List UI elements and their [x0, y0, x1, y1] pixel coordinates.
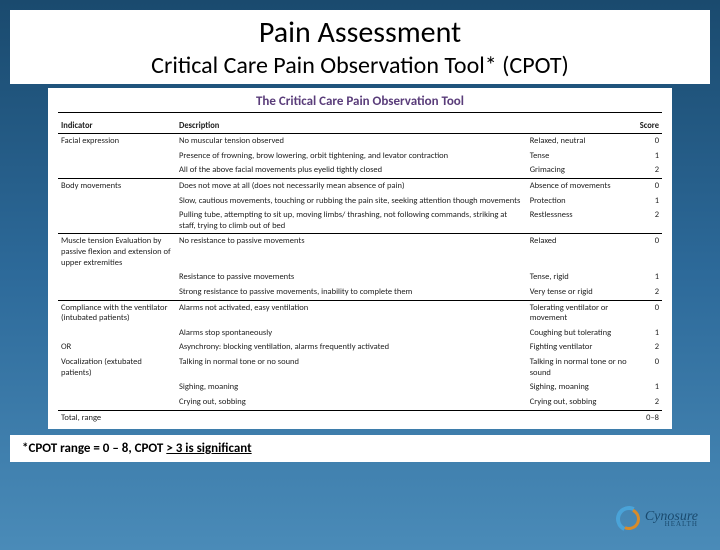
cell-score-label: Grimacing [527, 163, 637, 178]
table-row: ORAsynchrony: blocking ventilation, alar… [58, 340, 662, 355]
cell-score-label: Sighing, moaning [527, 380, 637, 395]
cell-indicator [58, 395, 176, 410]
cell-score-label: Protection [527, 194, 637, 209]
cell-score-label: Talking in normal tone or no sound [527, 355, 637, 380]
cell-indicator [58, 380, 176, 395]
cell-score-number: 1 [637, 326, 662, 341]
table-row: Vocalization (extubated patients)Talking… [58, 355, 662, 380]
cell-score-label [527, 410, 637, 425]
table-row: Facial expressionNo muscular tension obs… [58, 134, 662, 149]
cell-score-label: Absence of movements [527, 178, 637, 193]
cell-description: Strong resistance to passive movements, … [176, 285, 527, 300]
cell-description: Sighing, moaning [176, 380, 527, 395]
cell-score-number: 2 [637, 340, 662, 355]
cell-score-number: 1 [637, 270, 662, 285]
cell-score-label: Restlessness [527, 208, 637, 234]
page-title: Pain Assessment [10, 14, 710, 51]
cell-score-number: 1 [637, 149, 662, 164]
cell-indicator [58, 285, 176, 300]
table-row: Total, range 0–8 [58, 410, 662, 425]
cell-score-label: Relaxed [527, 234, 637, 270]
cell-description: Asynchrony: blocking ventilation, alarms… [176, 340, 527, 355]
cell-score-number: 2 [637, 208, 662, 234]
cell-indicator: Total, range [58, 410, 176, 425]
cell-indicator: Muscle tension Evaluation by passive fle… [58, 234, 176, 270]
table-row: Resistance to passive movementsTense, ri… [58, 270, 662, 285]
cell-score-number: 2 [637, 285, 662, 300]
page-subtitle: Critical Care Pain Observation Tool* (CP… [10, 51, 710, 80]
logo-text: Cynosure HEALTH [645, 511, 698, 528]
cell-indicator [58, 270, 176, 285]
cell-description: No muscular tension observed [176, 134, 527, 149]
cell-description: Slow, cautious movements, touching or ru… [176, 194, 527, 209]
cell-score-label: Crying out, sobbing [527, 395, 637, 410]
cell-score-label: Very tense or rigid [527, 285, 637, 300]
table-row: Muscle tension Evaluation by passive fle… [58, 234, 662, 270]
cell-indicator [58, 208, 176, 234]
cell-score-label: Fighting ventilator [527, 340, 637, 355]
cell-score-number: 1 [637, 380, 662, 395]
cell-description: Does not move at all (does not necessari… [176, 178, 527, 193]
cell-score-label: Tense, rigid [527, 270, 637, 285]
cell-description: Resistance to passive movements [176, 270, 527, 285]
table-row: All of the above facial movements plus e… [58, 163, 662, 178]
table-row: Alarms stop spontaneouslyCoughing but to… [58, 326, 662, 341]
table-header-row: Indicator Description Score [58, 119, 662, 134]
cell-description: Alarms not activated, easy ventilation [176, 300, 527, 326]
table-row: Body movementsDoes not move at all (does… [58, 178, 662, 193]
cell-score-label: Relaxed, neutral [527, 134, 637, 149]
cell-score-number: 0 [637, 300, 662, 326]
cell-indicator: OR [58, 340, 176, 355]
header-description: Description [176, 119, 527, 134]
cell-description [176, 410, 527, 425]
table-row: Pulling tube, attempting to sit up, movi… [58, 208, 662, 234]
table-row: Compliance with the ventilator (intubate… [58, 300, 662, 326]
cell-description: Crying out, sobbing [176, 395, 527, 410]
footer-underline: > 3 is significant [166, 441, 251, 456]
cell-score-number: 1 [637, 194, 662, 209]
cell-score-number: 2 [637, 163, 662, 178]
cell-score-number: 0 [637, 355, 662, 380]
table-row: Strong resistance to passive movements, … [58, 285, 662, 300]
table-row: Sighing, moaningSighing, moaning1 [58, 380, 662, 395]
cell-description: Talking in normal tone or no sound [176, 355, 527, 380]
cpot-table: Indicator Description Score Facial expre… [58, 119, 662, 425]
cell-description: Presence of frowning, brow lowering, orb… [176, 149, 527, 164]
cell-indicator: Vocalization (extubated patients) [58, 355, 176, 380]
cell-score-label: Coughing but tolerating [527, 326, 637, 341]
logo-icon [616, 506, 642, 532]
cell-indicator: Facial expression [58, 134, 176, 149]
cell-description: No resistance to passive movements [176, 234, 527, 270]
header-score: Score [637, 119, 662, 134]
cell-score-label: Tense [527, 149, 637, 164]
cell-description: All of the above facial movements plus e… [176, 163, 527, 178]
cell-score-number: 0 [637, 134, 662, 149]
title-block: Pain Assessment Critical Care Pain Obser… [10, 10, 710, 84]
cell-score-number: 2 [637, 395, 662, 410]
cell-indicator [58, 194, 176, 209]
cynosure-logo: Cynosure HEALTH [616, 506, 698, 532]
cell-score-number: 0–8 [637, 410, 662, 425]
table-title: The Critical Care Pain Observation Tool [58, 94, 662, 113]
footer-note: *CPOT range = 0 – 8, CPOT > 3 is signifi… [10, 435, 710, 462]
header-indicator: Indicator [58, 119, 176, 134]
cell-indicator: Body movements [58, 178, 176, 193]
cell-description: Alarms stop spontaneously [176, 326, 527, 341]
cell-indicator [58, 163, 176, 178]
table-row: Crying out, sobbingCrying out, sobbing2 [58, 395, 662, 410]
footer-prefix: *CPOT range = 0 – 8, CPOT [22, 441, 166, 456]
cell-indicator [58, 149, 176, 164]
table-row: Presence of frowning, brow lowering, orb… [58, 149, 662, 164]
cell-indicator [58, 326, 176, 341]
cell-score-number: 0 [637, 234, 662, 270]
table-row: Slow, cautious movements, touching or ru… [58, 194, 662, 209]
cell-score-number: 0 [637, 178, 662, 193]
cpot-table-container: The Critical Care Pain Observation Tool … [48, 88, 672, 429]
cell-indicator: Compliance with the ventilator (intubate… [58, 300, 176, 326]
cell-score-label: Tolerating ventilator or movement [527, 300, 637, 326]
cell-description: Pulling tube, attempting to sit up, movi… [176, 208, 527, 234]
